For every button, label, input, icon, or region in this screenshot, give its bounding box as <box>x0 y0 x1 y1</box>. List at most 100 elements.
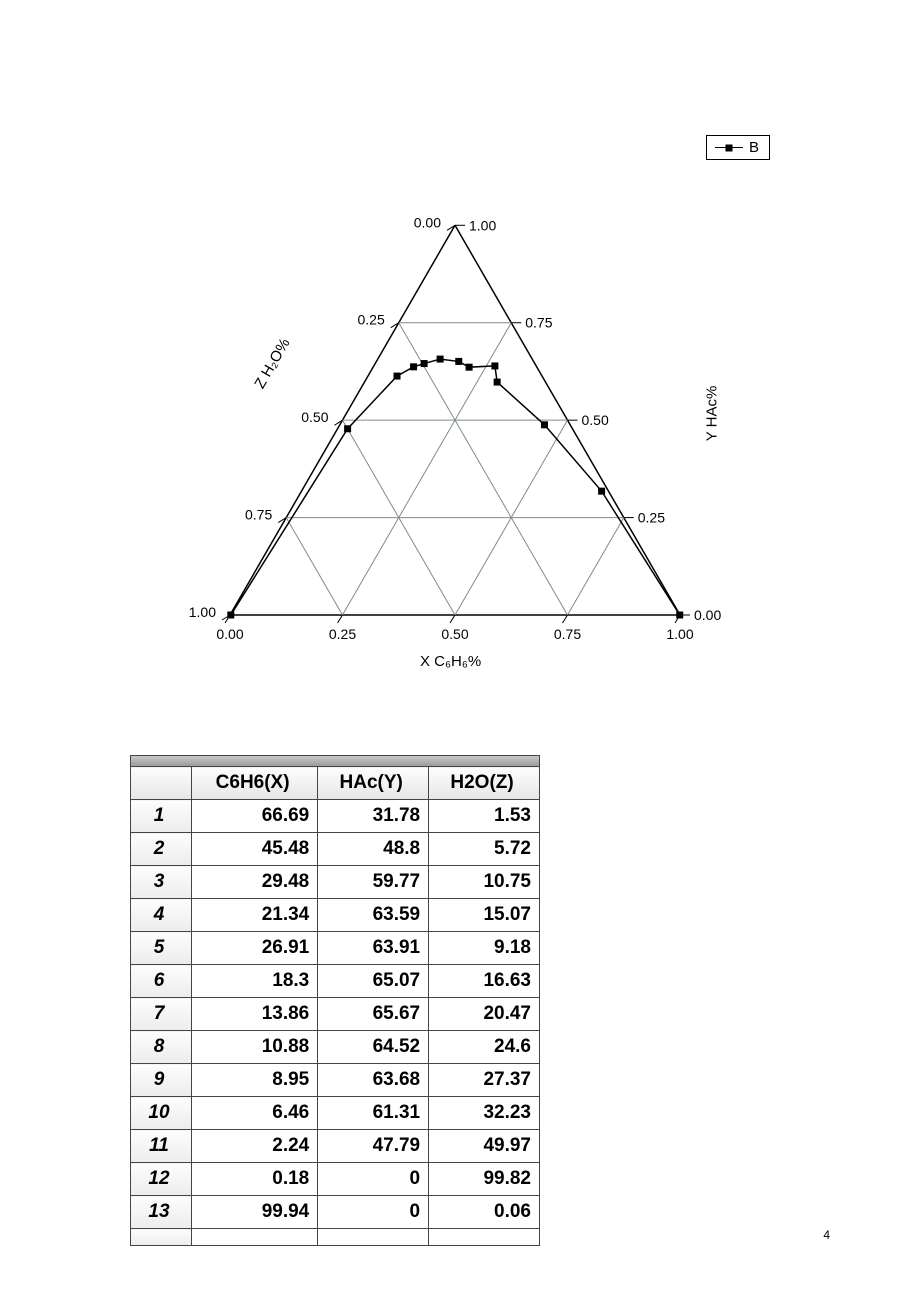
row-index: 4 <box>131 899 192 932</box>
row-index: 5 <box>131 932 192 965</box>
cell-value: 65.67 <box>318 998 429 1031</box>
cell-value: 5.72 <box>429 833 540 866</box>
table-row: 112.2447.7949.97 <box>131 1130 540 1163</box>
table-row: 98.9563.6827.37 <box>131 1064 540 1097</box>
cell-value: 59.77 <box>318 866 429 899</box>
svg-text:0.50: 0.50 <box>582 412 609 428</box>
ternary-svg: 0.00 0.25 0.50 0.75 1.00 1.00 0.75 0.50 0.25 0.00… <box>175 185 735 685</box>
data-table: C6H6(X) HAc(Y) H2O(Z) 166.6931.781.53245… <box>130 766 540 1246</box>
table-row: 106.4661.3132.23 <box>131 1097 540 1130</box>
cell-value <box>318 1229 429 1246</box>
page: B 0.000.250.500.751.001.000.750.500.250.… <box>0 0 920 1302</box>
cell-value: 63.91 <box>318 932 429 965</box>
cell-value: 66.69 <box>192 800 318 833</box>
cell-value: 2.24 <box>192 1130 318 1163</box>
cell-value: 27.37 <box>429 1064 540 1097</box>
table-row: 421.3463.5915.07 <box>131 899 540 932</box>
cell-value: 32.23 <box>429 1097 540 1130</box>
cell-value: 20.47 <box>429 998 540 1031</box>
cell-value: 0 <box>318 1163 429 1196</box>
row-index: 7 <box>131 998 192 1031</box>
cell-value: 6.46 <box>192 1097 318 1130</box>
svg-text:0.50: 0.50 <box>301 409 328 425</box>
table-row: 618.365.0716.63 <box>131 965 540 998</box>
cell-value: 1.53 <box>429 800 540 833</box>
col-header-z: H2O(Z) <box>429 767 540 800</box>
cell-value: 10.75 <box>429 866 540 899</box>
legend-label: B <box>749 139 759 156</box>
page-number: 4 <box>823 1228 830 1242</box>
cell-value: 9.18 <box>429 932 540 965</box>
cell-value: 61.31 <box>318 1097 429 1130</box>
cell-value: 0.06 <box>429 1196 540 1229</box>
axis-label-y: Y HAc% <box>704 386 721 442</box>
row-index: 9 <box>131 1064 192 1097</box>
cell-value: 16.63 <box>429 965 540 998</box>
col-header-index <box>131 767 192 800</box>
cell-value <box>429 1229 540 1246</box>
cell-value: 24.6 <box>429 1031 540 1064</box>
table-row: 245.4848.85.72 <box>131 833 540 866</box>
table-header-row: C6H6(X) HAc(Y) H2O(Z) <box>131 767 540 800</box>
svg-text:0.75: 0.75 <box>554 626 581 642</box>
cell-value: 63.59 <box>318 899 429 932</box>
table-row: 1399.9400.06 <box>131 1196 540 1229</box>
svg-text:0.00: 0.00 <box>216 626 243 642</box>
cell-value: 65.07 <box>318 965 429 998</box>
cell-value: 64.52 <box>318 1031 429 1064</box>
cell-value: 13.86 <box>192 998 318 1031</box>
table-row: 329.4859.7710.75 <box>131 866 540 899</box>
cell-value <box>192 1229 318 1246</box>
cell-value: 8.95 <box>192 1064 318 1097</box>
row-index: 2 <box>131 833 192 866</box>
cell-value: 99.94 <box>192 1196 318 1229</box>
svg-text:0.25: 0.25 <box>358 312 385 328</box>
cell-value: 18.3 <box>192 965 318 998</box>
cell-value: 21.34 <box>192 899 318 932</box>
table-row <box>131 1229 540 1246</box>
row-index: 1 <box>131 800 192 833</box>
row-index <box>131 1229 192 1246</box>
svg-text:1.00: 1.00 <box>666 626 693 642</box>
svg-text:0.25: 0.25 <box>638 510 665 526</box>
table-top-bar <box>130 755 540 766</box>
legend-marker-icon <box>715 147 743 148</box>
row-index: 12 <box>131 1163 192 1196</box>
figure-area: B 0.000.250.500.751.001.000.750.500.250.… <box>140 135 780 695</box>
cell-value: 49.97 <box>429 1130 540 1163</box>
cell-value: 0 <box>318 1196 429 1229</box>
cell-value: 15.07 <box>429 899 540 932</box>
svg-text:0.75: 0.75 <box>525 315 552 331</box>
col-header-x: C6H6(X) <box>192 767 318 800</box>
cell-value: 63.68 <box>318 1064 429 1097</box>
table-row: 166.6931.781.53 <box>131 800 540 833</box>
cell-value: 45.48 <box>192 833 318 866</box>
cell-value: 0.18 <box>192 1163 318 1196</box>
table-row: 810.8864.5224.6 <box>131 1031 540 1064</box>
axis-label-x: X C₆H₆% <box>420 653 481 670</box>
data-table-area: C6H6(X) HAc(Y) H2O(Z) 166.6931.781.53245… <box>130 755 540 1246</box>
cell-value: 47.79 <box>318 1130 429 1163</box>
svg-text:0.00: 0.00 <box>414 214 441 230</box>
cell-value: 26.91 <box>192 932 318 965</box>
row-index: 8 <box>131 1031 192 1064</box>
row-index: 6 <box>131 965 192 998</box>
table-row: 120.18099.82 <box>131 1163 540 1196</box>
row-index: 13 <box>131 1196 192 1229</box>
ternary-plot: 0.00 0.25 0.50 0.75 1.00 1.00 0.75 0.50 0.25 0.00… <box>175 185 735 675</box>
svg-text:1.00: 1.00 <box>469 217 496 233</box>
cell-value: 29.48 <box>192 866 318 899</box>
row-index: 10 <box>131 1097 192 1130</box>
cell-value: 48.8 <box>318 833 429 866</box>
cell-value: 10.88 <box>192 1031 318 1064</box>
svg-text:0.50: 0.50 <box>441 626 468 642</box>
cell-value: 31.78 <box>318 800 429 833</box>
svg-text:1.00: 1.00 <box>189 604 216 620</box>
svg-text:0.25: 0.25 <box>329 626 356 642</box>
row-index: 3 <box>131 866 192 899</box>
col-header-y: HAc(Y) <box>318 767 429 800</box>
table-row: 526.9163.919.18 <box>131 932 540 965</box>
legend: B <box>706 135 770 160</box>
table-row: 713.8665.6720.47 <box>131 998 540 1031</box>
cell-value: 99.82 <box>429 1163 540 1196</box>
